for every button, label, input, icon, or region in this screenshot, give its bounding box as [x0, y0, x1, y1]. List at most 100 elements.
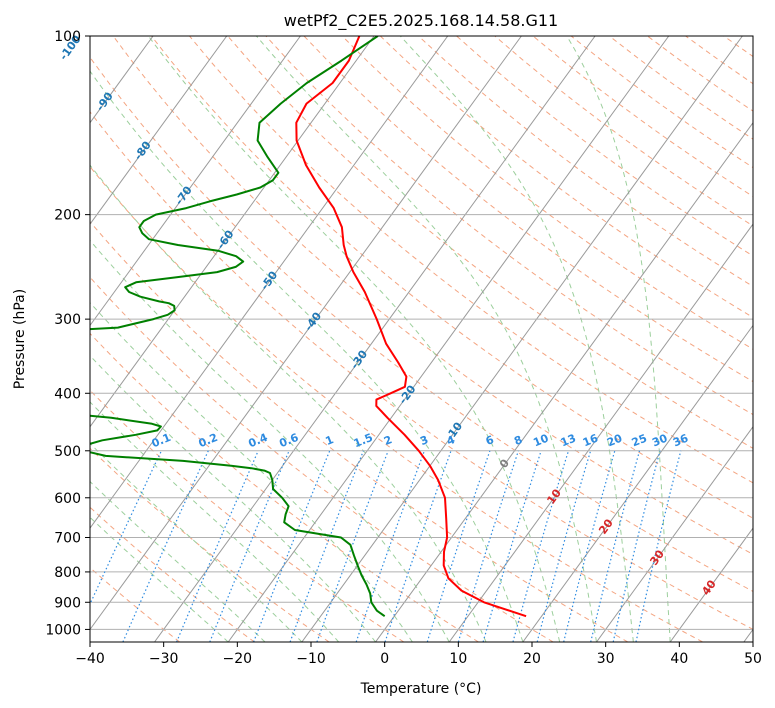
- dry-adiabat: [723, 36, 753, 58]
- mixing-ratio-label: 13: [559, 432, 578, 450]
- dry-adiabat: [90, 111, 753, 630]
- dry-adiabat: [685, 36, 753, 85]
- mixing-ratio-line: [122, 450, 209, 642]
- dry-adiabat: [90, 165, 703, 642]
- dry-adiabat: [570, 36, 753, 169]
- isotherm-label: -60: [214, 228, 236, 252]
- dry-adiabat: [90, 276, 554, 642]
- moist-adiabat: [90, 516, 229, 642]
- isotherm-line: [301, 36, 743, 642]
- x-tick-label: −40: [75, 651, 105, 667]
- mixing-ratio-label: 16: [581, 432, 600, 450]
- dry-adiabat: [151, 36, 753, 519]
- isotherm-label: -80: [132, 139, 154, 163]
- isotherm-line: [90, 36, 228, 225]
- mixing-ratio-line: [209, 450, 290, 642]
- dry-adiabat: [90, 56, 753, 592]
- moist-adiabat: [90, 442, 303, 642]
- moist-adiabat: [90, 164, 487, 642]
- isotherm-line: [0, 36, 6, 642]
- mixing-ratio-label: 36: [671, 432, 690, 450]
- temperature-profile-line: [295, 36, 527, 618]
- dry-adiabat: [418, 36, 753, 287]
- isotherm-label: 20: [596, 516, 616, 536]
- isotherm-line: [743, 628, 753, 642]
- mixing-ratio-label: 30: [650, 432, 669, 450]
- x-axis-title: Temperature (°C): [360, 681, 482, 697]
- mixing-ratio-line: [355, 450, 425, 642]
- dewpoint-profile-line: [90, 36, 386, 618]
- mixing-ratio-label: 2: [382, 433, 394, 448]
- isotherm-label: -50: [258, 269, 280, 293]
- dry-adiabat: [189, 36, 753, 484]
- mixing-ratio-line: [90, 450, 162, 606]
- moist-adiabat: [90, 239, 450, 642]
- mixing-ratio-line: [457, 450, 519, 642]
- mixing-ratio-label: 0.6: [277, 431, 300, 450]
- x-tick-label: 0: [380, 651, 389, 667]
- y-tick-label: 300: [54, 312, 81, 328]
- mixing-ratio-label: 25: [630, 432, 649, 450]
- dry-adiabat: [303, 36, 753, 383]
- isotherm-line: [90, 36, 522, 631]
- y-axis-ticks: 100 200 300 400 500 600 700 800 900 1000: [45, 29, 90, 638]
- dry-adiabat: [456, 36, 753, 257]
- mixing-ratio-line: [536, 450, 592, 642]
- dry-adiabat: [90, 566, 181, 642]
- dry-adiabat: [341, 36, 753, 350]
- mixing-ratio-line: [316, 450, 389, 642]
- moist-adiabat: [399, 36, 634, 642]
- mixing-ratio-label: 0.4: [247, 431, 270, 450]
- plot-frame: [89, 35, 754, 643]
- y-tick-label: 100: [54, 29, 81, 45]
- isotherm-line: [669, 527, 753, 642]
- moist-adiabat: [90, 355, 376, 642]
- y-tick-label: 900: [54, 595, 81, 611]
- y-tick-label: 200: [54, 208, 81, 224]
- x-tick-label: −30: [149, 651, 179, 667]
- mixing-ratio-line: [612, 450, 661, 642]
- dry-adiabat: [90, 220, 629, 642]
- mixing-ratio-line: [590, 450, 641, 642]
- y-tick-label: 600: [54, 491, 81, 507]
- isoline-labels: -100-90-80-70-60-50-40-30-20-10010203040…: [57, 32, 719, 597]
- isotherm-label: 40: [699, 577, 719, 597]
- dry-adiabat: [379, 36, 753, 319]
- moist-adiabat: [90, 70, 524, 642]
- y-tick-label: 1000: [45, 622, 81, 638]
- mixing-ratio-label: 0.2: [197, 431, 220, 450]
- profile-lines: [90, 36, 527, 618]
- mixing-ratio-label: 1: [324, 433, 336, 448]
- y-tick-label: 400: [54, 386, 81, 402]
- isotherm-line: [90, 36, 375, 428]
- y-tick-label: 700: [54, 531, 81, 547]
- isotherm-line: [375, 121, 753, 642]
- y-tick-label: 500: [54, 444, 81, 460]
- isotherm-label: -40: [302, 310, 324, 334]
- isotherm-label: -70: [173, 184, 195, 208]
- x-tick-label: 40: [670, 651, 688, 667]
- mixing-ratio-line: [176, 450, 259, 642]
- mixing-ratio-label: 0.1: [150, 431, 173, 450]
- isotherm-label: 0: [497, 457, 512, 471]
- mixing-ratio-line: [426, 450, 491, 642]
- chart-title: wetPf2_C2E5.2025.168.14.58.G11: [284, 11, 558, 31]
- isotherm-line: [90, 36, 301, 327]
- x-axis-ticks: −40 −30 −20 −10 0 10 20 30 40 50: [75, 642, 762, 667]
- x-tick-label: −10: [296, 651, 326, 667]
- x-tick-label: −20: [223, 651, 253, 667]
- isotherm-label: -90: [94, 90, 116, 114]
- isotherm-label: 10: [544, 486, 564, 506]
- x-tick-label: 50: [744, 651, 762, 667]
- mixing-ratio-label: 8: [512, 433, 524, 448]
- isotherm-line: [90, 36, 449, 529]
- background-lines: [0, 36, 753, 642]
- isotherm-line: [596, 425, 753, 642]
- y-tick-label: 800: [54, 565, 81, 581]
- mixing-ratio-line: [289, 450, 364, 642]
- moist-adiabat: [147, 36, 561, 642]
- mixing-ratio-label: 20: [605, 432, 624, 450]
- dry-adiabat: [647, 36, 753, 112]
- x-tick-label: 20: [523, 651, 541, 667]
